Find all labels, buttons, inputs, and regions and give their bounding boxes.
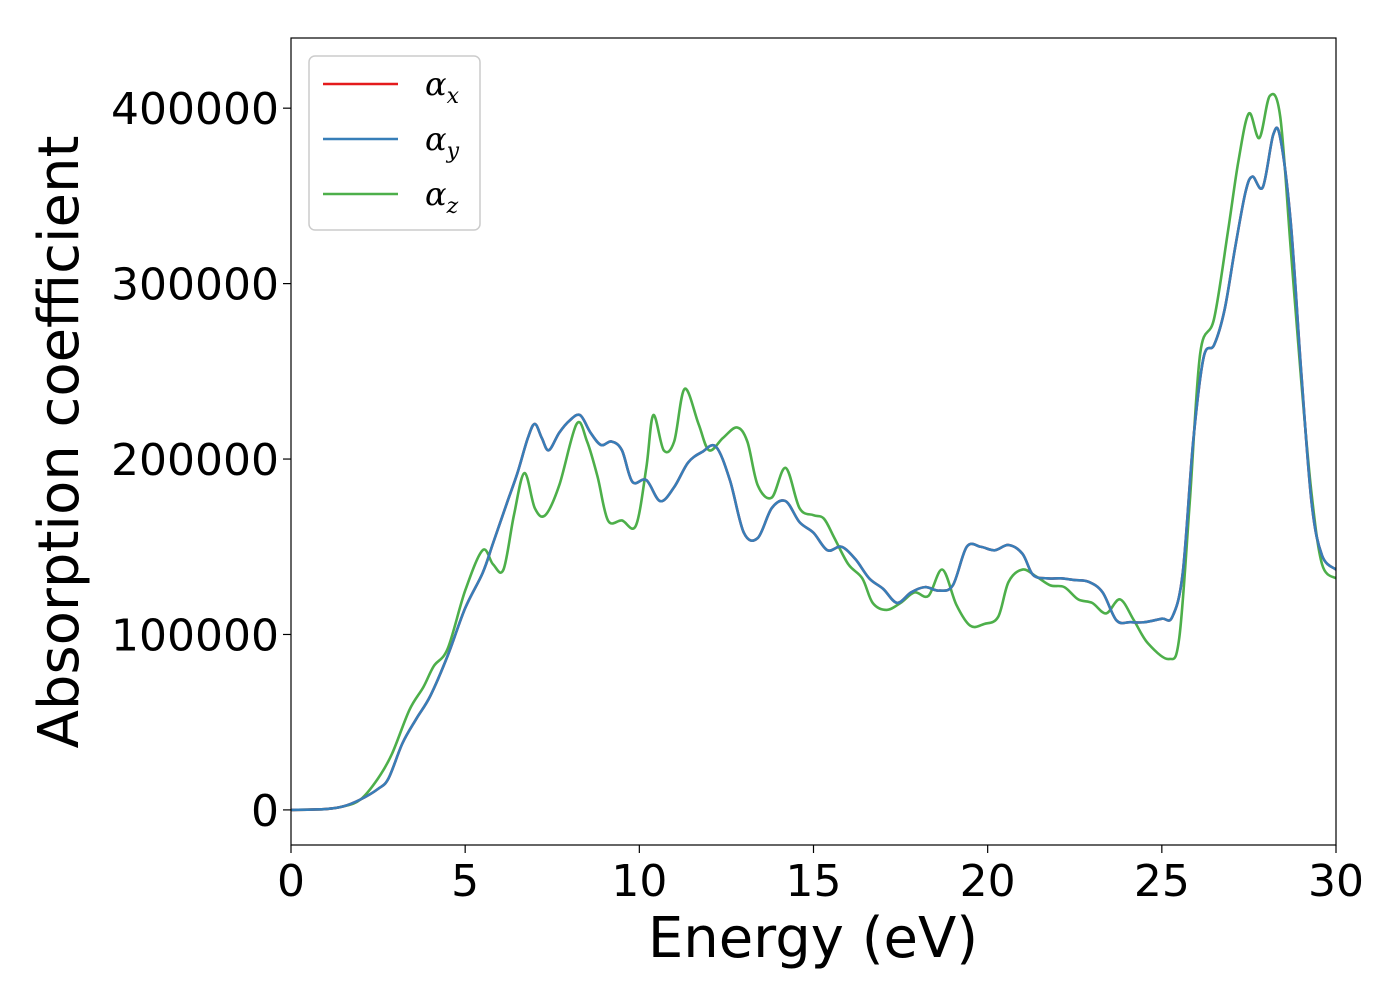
x-tick-label: 15 (786, 856, 842, 907)
y-tick-label: 400000 (111, 84, 279, 135)
legend-symbol: α (425, 65, 447, 103)
legend-symbol: α (425, 120, 447, 158)
x-tick-label: 30 (1308, 856, 1364, 907)
legend-label-alpha-y: αy (425, 120, 460, 164)
y-tick-label: 200000 (111, 435, 279, 486)
legend-symbol: α (425, 175, 447, 213)
plot-area (290, 37, 1337, 846)
legend-box (308, 55, 481, 231)
legend-subscript: z (446, 194, 459, 219)
series-line-alpha-y (291, 126, 1336, 812)
series-lines (291, 92, 1336, 812)
legend-subscript: x (447, 84, 460, 109)
legend-subscript: y (446, 139, 460, 164)
axis-ticks: 0 5 10 15 20 25 30 0 100000 200000 300000 400000 (111, 84, 1364, 907)
x-tick-label: 20 (960, 856, 1016, 907)
x-tick-label: 25 (1134, 856, 1190, 907)
y-tick-label: 0 (251, 786, 279, 837)
legend-label-alpha-x: αx (425, 65, 460, 109)
x-tick-label: 5 (451, 856, 479, 907)
y-axis-title: Absorption coefficient (27, 136, 92, 749)
y-tick-label: 300000 (111, 260, 279, 311)
y-tick-label: 100000 (111, 610, 279, 661)
x-tick-label: 0 (277, 856, 305, 907)
legend-label-alpha-z: αz (425, 175, 459, 219)
x-tick-label: 10 (611, 856, 667, 907)
series-line-alpha-z (291, 92, 1336, 812)
x-axis-title: Energy (eV) (648, 906, 978, 971)
